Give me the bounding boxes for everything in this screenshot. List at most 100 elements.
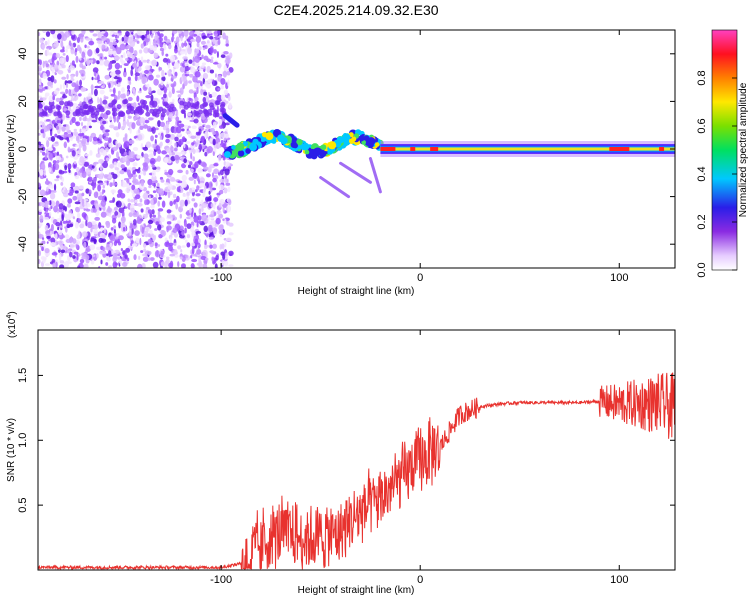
spectrogram-noise-cell bbox=[112, 41, 118, 46]
spectrogram-noise-cell bbox=[217, 194, 220, 198]
spectrogram-noise-cell bbox=[145, 141, 152, 149]
spectrogram-noise-cell bbox=[100, 227, 104, 232]
spectrogram-noise-cell bbox=[97, 74, 100, 82]
spectrogram-noise-cell bbox=[84, 153, 90, 157]
spectrogram-noise-cell bbox=[133, 49, 138, 57]
spectrogram-noise-cell bbox=[215, 36, 218, 41]
spectrogram-noise-cell bbox=[71, 82, 77, 88]
spectrogram-noise-cell bbox=[59, 244, 63, 249]
spectrogram-noise-cell bbox=[206, 33, 210, 39]
spectrogram-noise-cell bbox=[153, 30, 157, 33]
spectrogram-noise-cell bbox=[168, 168, 174, 176]
spectrogram-noise-cell bbox=[218, 184, 225, 191]
spectrogram-noise-cell bbox=[179, 66, 186, 73]
spectrogram-noise-cell bbox=[154, 134, 158, 138]
spectrogram-noise-cell bbox=[122, 227, 126, 232]
spectrogram-noise-cell bbox=[65, 48, 68, 53]
spectrogram-noise-cell bbox=[229, 52, 233, 59]
spectrogram-noise-cell bbox=[112, 197, 116, 203]
spectrogram-noise-cell bbox=[204, 131, 209, 138]
spectrogram-noise-cell bbox=[187, 164, 192, 169]
spectrogram-noise-cell bbox=[59, 264, 65, 268]
spectrogram-noise-cell bbox=[166, 209, 172, 214]
spectrogram-noise-cell bbox=[93, 88, 98, 97]
spectrogram-noise-cell bbox=[170, 156, 176, 162]
spectrogram-noise-cell bbox=[101, 36, 107, 41]
spectrogram-noise-cell bbox=[206, 65, 211, 74]
spectrogram-noise-cell bbox=[53, 79, 57, 84]
spectrogram-noise-cell bbox=[80, 86, 87, 92]
spectrogram-noise-cell bbox=[177, 180, 183, 184]
spectrogram-noise-cell bbox=[156, 182, 160, 188]
spectrogram-noise-cell bbox=[193, 145, 196, 149]
spectrogram-noise-cell bbox=[139, 117, 146, 124]
spectrogram-noise-cell bbox=[185, 117, 191, 121]
spectrogram-xtick-label: 0 bbox=[417, 272, 423, 284]
spectrogram-noise-cell bbox=[76, 193, 83, 201]
spectrogram-noise-cell bbox=[210, 216, 214, 220]
spectrogram-noise-cell bbox=[190, 66, 196, 73]
spectrogram-noise-cell bbox=[108, 232, 112, 236]
spectrogram-noise-cell bbox=[108, 102, 114, 108]
spectrogram-noise-cell bbox=[136, 76, 140, 81]
spectrogram-noise-cell bbox=[87, 49, 93, 57]
spectrogram-noise-cell bbox=[144, 119, 150, 124]
spectrogram-noise-cell bbox=[79, 128, 82, 133]
spectrogram-noise-cell bbox=[175, 126, 182, 134]
spectrogram-noise-cell bbox=[73, 128, 77, 132]
spectrogram-noise-cell bbox=[65, 124, 70, 132]
spectrogram-noise-cell bbox=[140, 250, 144, 253]
spectrogram-noise-cell bbox=[143, 124, 149, 129]
spectrogram-noise-cell bbox=[62, 220, 67, 224]
spectrogram-noise-cell bbox=[80, 36, 84, 43]
spectrogram-noise-cell bbox=[108, 41, 114, 47]
spectrogram-noise-cell bbox=[39, 189, 46, 197]
spectrogram-noise-cell bbox=[118, 77, 121, 83]
spectrogram-noise-cell bbox=[38, 132, 41, 136]
spectrogram-noise-cell bbox=[108, 265, 112, 268]
spectrogram-noise-cell bbox=[188, 176, 195, 181]
spectrogram-noise-cell bbox=[182, 193, 187, 198]
spectrogram-noise-cell bbox=[99, 61, 103, 66]
spectrogram-noise-cell bbox=[50, 75, 55, 83]
spectrogram-noise-cell bbox=[200, 65, 205, 68]
spectrogram-noise-cell bbox=[70, 182, 76, 188]
spectrogram-noise-cell bbox=[79, 168, 83, 173]
spectrogram-noise-cell bbox=[218, 224, 224, 231]
spectrogram-noise-cell bbox=[185, 254, 189, 259]
spectrogram-noise-cell bbox=[154, 242, 158, 247]
spectrogram-noise-cell bbox=[147, 257, 151, 261]
spectrogram-noise-cell bbox=[90, 84, 94, 91]
spectrogram-noise-cell bbox=[152, 214, 157, 218]
spectrogram-noise-cell bbox=[161, 150, 168, 155]
spectrogram-noise-cell bbox=[221, 260, 226, 266]
spectrogram-noise-cell bbox=[141, 59, 148, 63]
spectrogram-noise-cell bbox=[173, 242, 177, 246]
spectrogram-noise-cell bbox=[118, 221, 122, 229]
spectrogram-noise-cell bbox=[106, 180, 109, 186]
spectrogram-noise-cell bbox=[223, 136, 227, 142]
spectrogram-noise-cell bbox=[47, 76, 52, 81]
spectrogram-noise-cell bbox=[175, 183, 181, 187]
spectrogram-noise-cell bbox=[143, 230, 149, 238]
spectrogram-noise-cell bbox=[42, 30, 48, 33]
spectrogram-noise-cell bbox=[165, 53, 169, 57]
spectrogram-noise-cell bbox=[108, 62, 113, 70]
spectrogram-noise-cell bbox=[46, 241, 49, 244]
spectrogram-noise-cell bbox=[107, 205, 111, 212]
spectrogram-noise-cell bbox=[139, 237, 142, 246]
spectrogram-noise-cell bbox=[169, 133, 176, 140]
spectrogram-noise-cell bbox=[136, 219, 142, 225]
snr-xtick-label: 0 bbox=[417, 574, 423, 586]
spectrogram-noise-cell bbox=[206, 148, 211, 153]
spectrogram-noise-cell bbox=[187, 125, 191, 129]
spectrogram-noise-cell bbox=[109, 46, 115, 50]
spectrogram-noise-cell bbox=[97, 184, 102, 192]
spectrogram-noise-cell bbox=[111, 34, 116, 37]
spectrogram-noise-cell bbox=[164, 182, 170, 186]
spectrogram-noise-cell bbox=[113, 225, 117, 229]
spectrogram-noise-cell bbox=[41, 129, 45, 134]
spectrogram-noise-cell bbox=[99, 165, 103, 172]
spectrogram-noise-cell bbox=[205, 173, 211, 178]
spectrogram-noise-cell bbox=[163, 35, 168, 41]
